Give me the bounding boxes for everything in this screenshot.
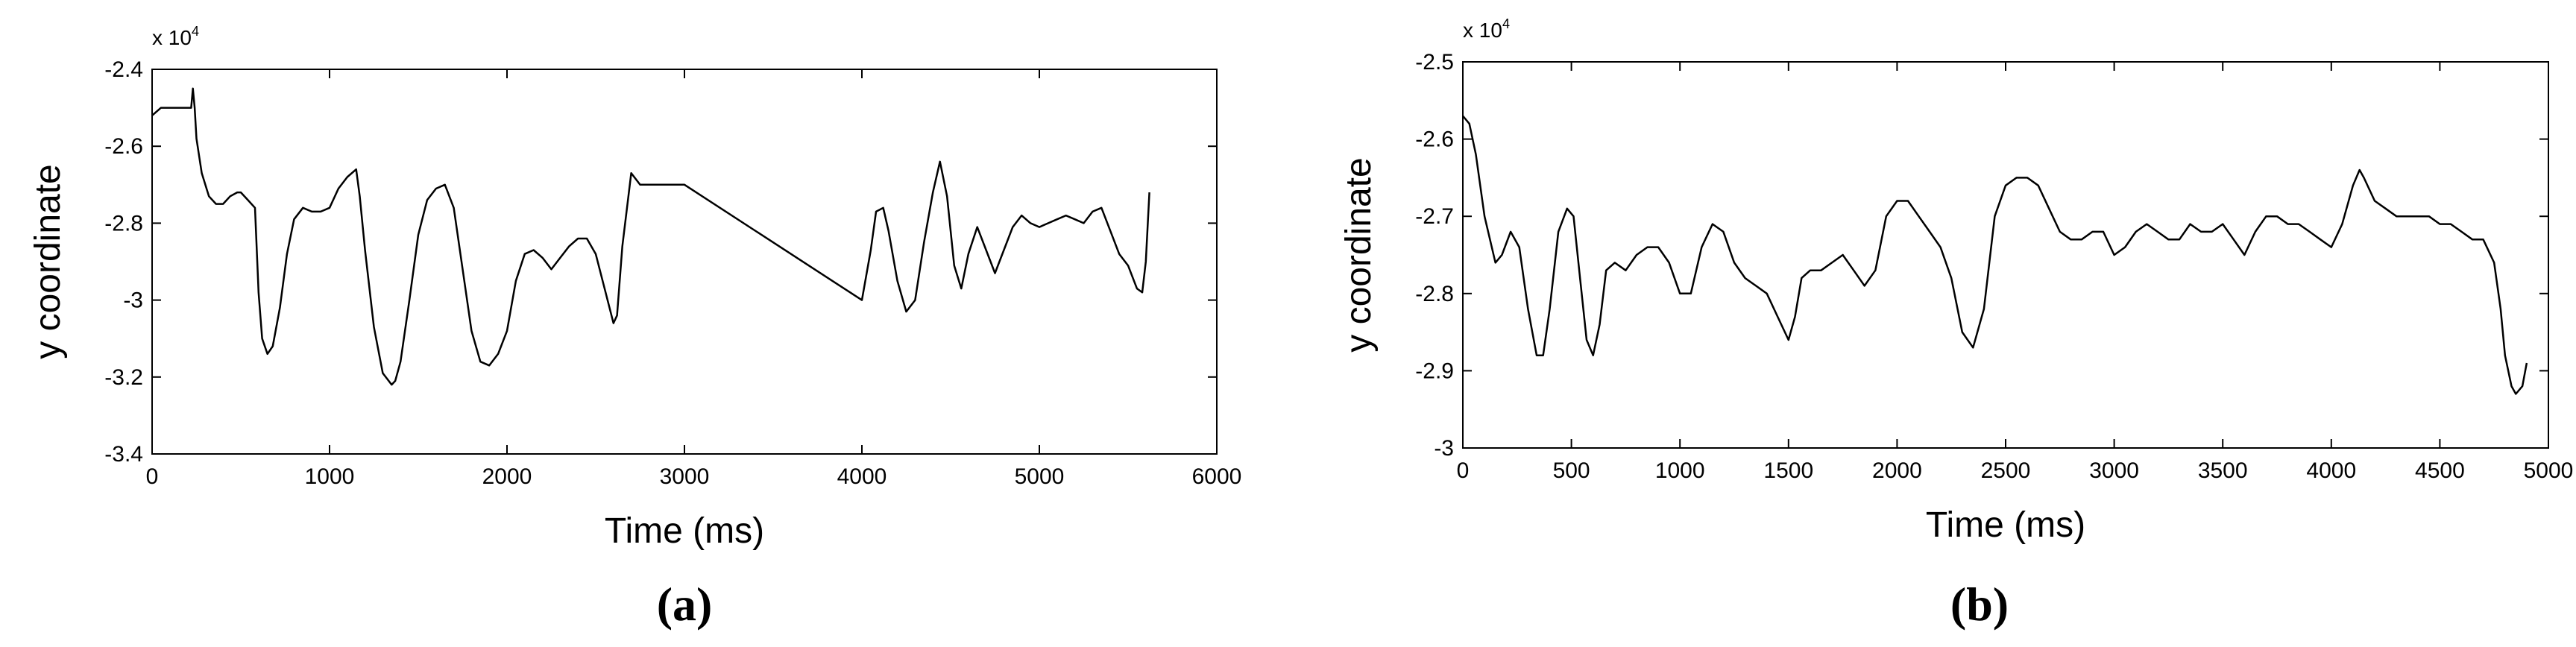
multiplier-base: x 10 — [1463, 19, 1502, 42]
x-tick-label: 2000 — [482, 464, 532, 489]
y-scale-multiplier: x 104 — [1463, 16, 1510, 42]
x-tick-label: 2500 — [1981, 458, 2031, 483]
y-tick-label: -2.6 — [104, 134, 143, 159]
x-tick-label: 3500 — [2198, 458, 2248, 483]
y-tick-label: -3 — [1434, 436, 1454, 461]
series-line — [151, 87, 1150, 386]
y-tick-label: -2.7 — [1415, 204, 1454, 229]
x-tick-label: 6000 — [1192, 464, 1242, 489]
y-scale-multiplier: x 104 — [152, 24, 199, 49]
y-tick-label: -2.8 — [104, 211, 143, 236]
panel-a: 0 1000 2000 3000 4000 5000 6000 -3.4 -3.2 -3 -2.8 -… — [28, 24, 1241, 631]
multiplier-base: x 10 — [152, 26, 192, 49]
x-tick-label: 1000 — [1655, 458, 1705, 483]
x-tick-label: 5000 — [2524, 458, 2574, 483]
x-tick-label: 2000 — [1872, 458, 1922, 483]
multiplier-exponent: 4 — [192, 24, 199, 39]
series-line — [1462, 115, 2528, 395]
y-tick-label: -2.9 — [1415, 359, 1454, 383]
x-tick-label: 3000 — [2089, 458, 2139, 483]
x-axis-label: Time (ms) — [1926, 505, 2085, 545]
y-tick-label: -2.5 — [1415, 50, 1454, 75]
panel-b: 0 500 1000 1500 2000 2500 3000 3500 4000 4500 5000… — [1339, 16, 2573, 631]
y-axis-label: y coordinate — [28, 164, 68, 359]
x-tick-label: 4000 — [2306, 458, 2356, 483]
y-axis-label: y coordinate — [1339, 157, 1379, 353]
x-tick-label: 5000 — [1015, 464, 1065, 489]
x-tick-label: 500 — [1553, 458, 1590, 483]
panel-caption: (b) — [1950, 578, 2009, 631]
y-tick-label: -2.4 — [104, 57, 143, 82]
y-tick-label: -3 — [123, 288, 143, 313]
y-tick-label: -2.6 — [1415, 127, 1454, 152]
x-tick-label: 0 — [146, 464, 159, 489]
plot-frame — [1462, 61, 2549, 449]
x-tick-label: 1500 — [1763, 458, 1813, 483]
y-tick-label: -3.2 — [104, 365, 143, 390]
panel-caption: (a) — [657, 578, 713, 631]
y-tick-label: -3.4 — [104, 442, 143, 467]
plot-frame — [151, 69, 1218, 455]
x-tick-label: 1000 — [305, 464, 355, 489]
x-tick-label: 0 — [1457, 458, 1470, 483]
x-tick-label: 3000 — [660, 464, 710, 489]
x-tick-label: 4500 — [2415, 458, 2465, 483]
y-tick-label: -2.8 — [1415, 282, 1454, 306]
multiplier-exponent: 4 — [1502, 16, 1510, 31]
x-tick-label: 4000 — [837, 464, 887, 489]
x-axis-label: Time (ms) — [605, 511, 764, 551]
